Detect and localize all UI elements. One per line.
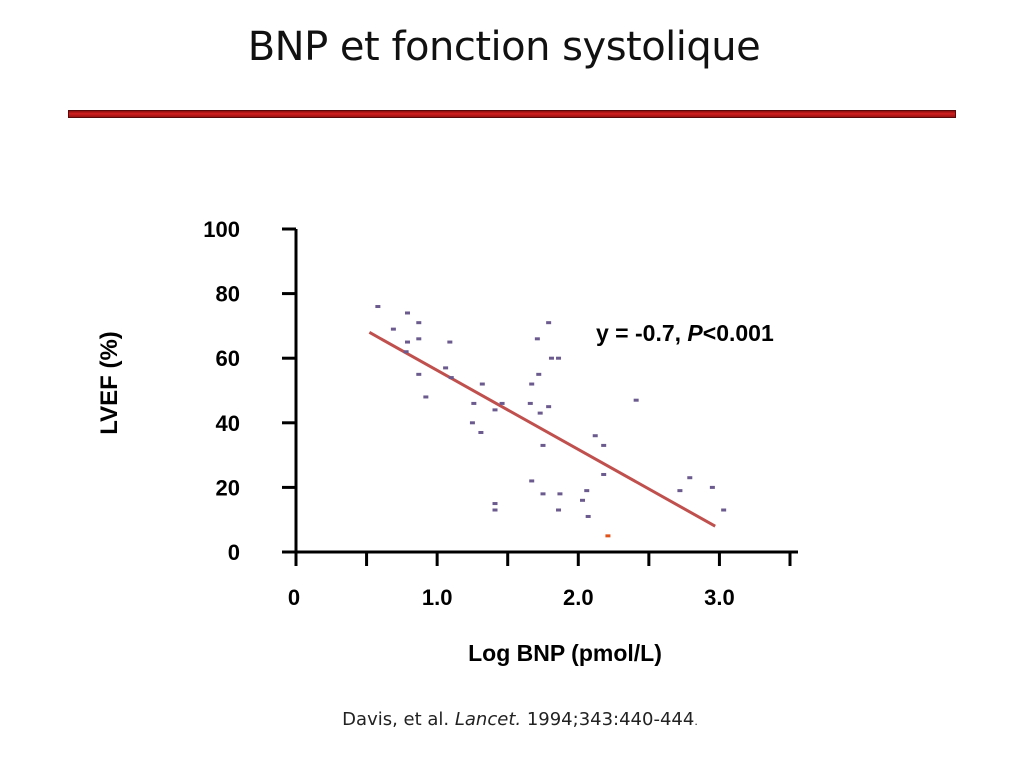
- x-tick-label: 3.0: [704, 585, 735, 610]
- data-point: [584, 489, 590, 493]
- data-point: [448, 376, 454, 380]
- data-point: [492, 502, 498, 506]
- data-point: [556, 508, 562, 512]
- data-point: [601, 443, 607, 447]
- data-point: [423, 395, 429, 399]
- data-point: [580, 498, 586, 502]
- citation: Davis, et al. Lancet. 1994;343:440-444.: [0, 709, 1024, 730]
- data-point: [546, 321, 552, 325]
- data-point: [557, 492, 563, 496]
- y-tick-label: 80: [216, 282, 240, 307]
- data-point: [416, 321, 422, 325]
- data-point: [585, 514, 591, 518]
- y-tick-label: 100: [203, 217, 240, 242]
- data-point: [375, 305, 381, 309]
- data-point: [536, 372, 542, 376]
- data-point: [721, 508, 727, 512]
- data-point: [537, 411, 543, 415]
- data-point: [534, 337, 540, 341]
- chart-axes: [282, 227, 798, 566]
- data-point: [529, 479, 535, 483]
- data-point: [479, 382, 485, 386]
- y-axis-label: LVEF (%): [96, 331, 123, 435]
- data-point: [492, 508, 498, 512]
- citation-trailing: .: [694, 715, 698, 728]
- data-point: [405, 340, 411, 344]
- data-point: [416, 372, 422, 376]
- data-point: [540, 443, 546, 447]
- regression-layer: [368, 331, 716, 528]
- y-tick-label: 60: [216, 346, 240, 371]
- x-tick-label: 1.0: [422, 585, 453, 610]
- y-tick-label: 0: [228, 540, 240, 565]
- data-point: [548, 356, 554, 360]
- data-point: [529, 382, 535, 386]
- data-point: [447, 340, 453, 344]
- data-point: [469, 421, 475, 425]
- data-point: [471, 401, 477, 405]
- annotation-prefix: y = -0.7,: [596, 320, 688, 346]
- annotation-suffix: <0.001: [702, 320, 774, 346]
- regression-line: [368, 331, 716, 528]
- slide-title: BNP et fonction systolique: [247, 24, 761, 70]
- data-point: [492, 408, 498, 412]
- data-point: [709, 485, 715, 489]
- data-point: [390, 327, 396, 331]
- data-point: [443, 366, 449, 370]
- x-tick-label: 2.0: [563, 585, 594, 610]
- x-tick-labels: 0 1.0 2.0 3.0: [288, 585, 735, 610]
- title-divider: [68, 110, 956, 118]
- data-point: [478, 430, 484, 434]
- data-point: [687, 476, 693, 480]
- data-point: [416, 337, 422, 341]
- citation-journal: Lancet.: [454, 709, 522, 730]
- data-points: [375, 305, 727, 538]
- data-point-highlight: [605, 534, 611, 538]
- data-point: [601, 472, 607, 476]
- x-axis-label: Log BNP (pmol/L): [468, 640, 662, 666]
- data-point: [592, 434, 598, 438]
- annotation-p-symbol: P: [687, 320, 703, 346]
- y-tick-label: 20: [216, 475, 240, 500]
- data-point: [403, 350, 409, 354]
- data-point: [499, 401, 505, 405]
- data-point: [633, 398, 639, 402]
- regression-annotation: y = -0.7, P<0.001: [596, 320, 774, 347]
- data-point: [527, 401, 533, 405]
- citation-details: 1994;343:440-444: [521, 709, 695, 730]
- data-point: [556, 356, 562, 360]
- data-point: [677, 489, 683, 493]
- y-tick-label: 40: [216, 411, 240, 436]
- y-tick-labels: 0 20 40 60 80 100: [203, 217, 240, 565]
- citation-authors: Davis, et al.: [342, 709, 455, 730]
- x-tick-label: 0: [288, 585, 300, 610]
- data-point: [546, 405, 552, 409]
- data-point: [540, 492, 546, 496]
- data-point: [405, 311, 411, 315]
